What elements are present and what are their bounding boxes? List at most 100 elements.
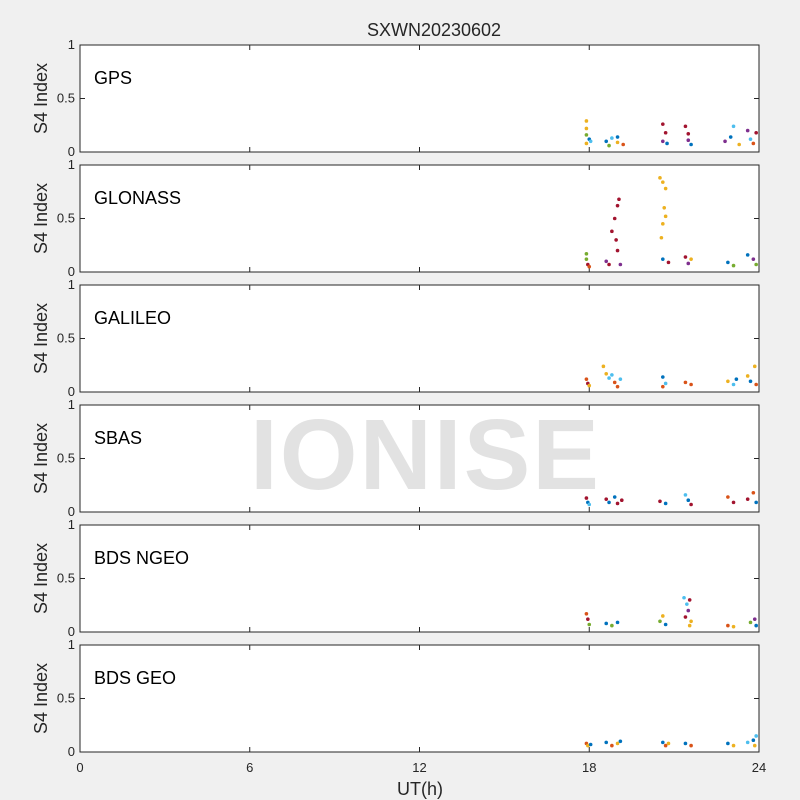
y-tick-label: 0.5	[57, 91, 75, 106]
data-point	[615, 248, 620, 253]
panel-label: BDS GEO	[94, 668, 176, 688]
data-point	[723, 139, 727, 144]
y-axis-label: S4 Index	[31, 543, 51, 614]
data-point	[588, 139, 593, 144]
y-tick-label: 1	[68, 277, 75, 292]
data-point	[689, 142, 693, 147]
y-tick-label: 0.5	[57, 451, 75, 466]
data-point	[686, 498, 691, 503]
data-point	[726, 260, 730, 265]
y-tick-label: 0.5	[57, 691, 75, 706]
data-point	[731, 500, 736, 505]
data-point	[748, 379, 753, 384]
y-tick-label: 0	[68, 264, 75, 279]
data-point	[618, 377, 623, 381]
data-point	[607, 143, 611, 148]
data-point	[584, 377, 589, 381]
data-point	[663, 186, 668, 191]
data-point	[726, 623, 730, 628]
data-point	[689, 257, 693, 261]
data-point	[586, 617, 590, 621]
x-tick-label: 6	[246, 760, 253, 775]
data-point	[666, 260, 671, 265]
y-tick-label: 0	[68, 504, 75, 519]
data-point	[689, 743, 693, 748]
data-point	[745, 253, 750, 257]
data-point	[661, 740, 665, 745]
data-point	[618, 262, 623, 267]
y-axis-label: S4 Index	[31, 423, 51, 494]
data-point	[752, 364, 757, 369]
data-point	[615, 384, 620, 389]
panel-bds-geo: 0 0.5 1 BDS GEO S4 Index	[31, 637, 760, 759]
data-point	[584, 141, 589, 146]
data-point	[689, 502, 693, 507]
data-point	[683, 615, 688, 619]
data-point	[612, 380, 617, 385]
x-tick-label: 24	[752, 760, 766, 775]
data-point	[617, 197, 621, 202]
data-point	[754, 382, 758, 387]
data-point	[658, 499, 662, 504]
plot-area	[79, 644, 760, 753]
data-point	[686, 261, 691, 266]
data-point	[663, 622, 668, 627]
data-point	[683, 124, 688, 129]
data-point	[745, 497, 750, 501]
y-tick-label: 0.5	[57, 211, 75, 226]
data-point	[584, 133, 589, 137]
data-point	[661, 257, 665, 261]
data-point	[682, 595, 686, 600]
data-point	[621, 142, 625, 147]
y-tick-label: 0	[68, 744, 75, 759]
x-tick-label: 0	[76, 760, 83, 775]
data-point	[610, 136, 614, 140]
panel-galileo: 0 0.5 1 GALILEO S4 Index	[31, 277, 760, 399]
data-point	[752, 743, 757, 748]
data-point	[731, 624, 736, 629]
x-axis-label: UT(h)	[397, 779, 443, 799]
data-point	[588, 742, 593, 747]
y-tick-label: 0.5	[57, 571, 75, 586]
data-point	[687, 598, 692, 602]
data-point	[751, 257, 756, 261]
data-point	[685, 602, 689, 606]
data-point	[663, 743, 668, 748]
data-point	[683, 380, 688, 385]
x-tick-label: 12	[412, 760, 426, 775]
data-point	[663, 214, 668, 219]
x-tick-labels: 0 6 12 18 24	[76, 760, 766, 775]
data-point	[686, 132, 691, 136]
data-point	[607, 500, 611, 505]
y-axis-label: S4 Index	[31, 663, 51, 734]
data-point	[751, 738, 756, 743]
data-point	[661, 384, 665, 389]
data-point	[661, 222, 665, 226]
data-point	[754, 623, 758, 628]
data-point	[663, 381, 668, 386]
data-point	[587, 502, 592, 507]
panel-gps: 0 0.5 1 GPS S4 Index	[31, 37, 760, 159]
y-tick-label: 1	[68, 37, 75, 52]
chart-title: SXWN20230602	[367, 20, 501, 40]
data-point	[659, 235, 664, 240]
data-point	[615, 140, 620, 145]
y-axis-label: S4 Index	[31, 63, 51, 134]
data-point	[610, 623, 614, 628]
data-point	[665, 141, 669, 146]
data-point	[615, 620, 620, 625]
data-point	[748, 620, 753, 625]
data-point	[584, 496, 589, 500]
data-point	[610, 373, 614, 377]
plot-area	[79, 284, 760, 393]
data-point	[584, 612, 589, 616]
data-point	[752, 617, 757, 621]
y-tick-label: 0	[68, 144, 75, 159]
data-point	[587, 383, 592, 388]
data-point	[604, 740, 609, 745]
y-tick-label: 1	[68, 637, 75, 652]
data-point	[683, 741, 688, 746]
data-point	[615, 135, 620, 139]
data-point	[658, 176, 662, 180]
